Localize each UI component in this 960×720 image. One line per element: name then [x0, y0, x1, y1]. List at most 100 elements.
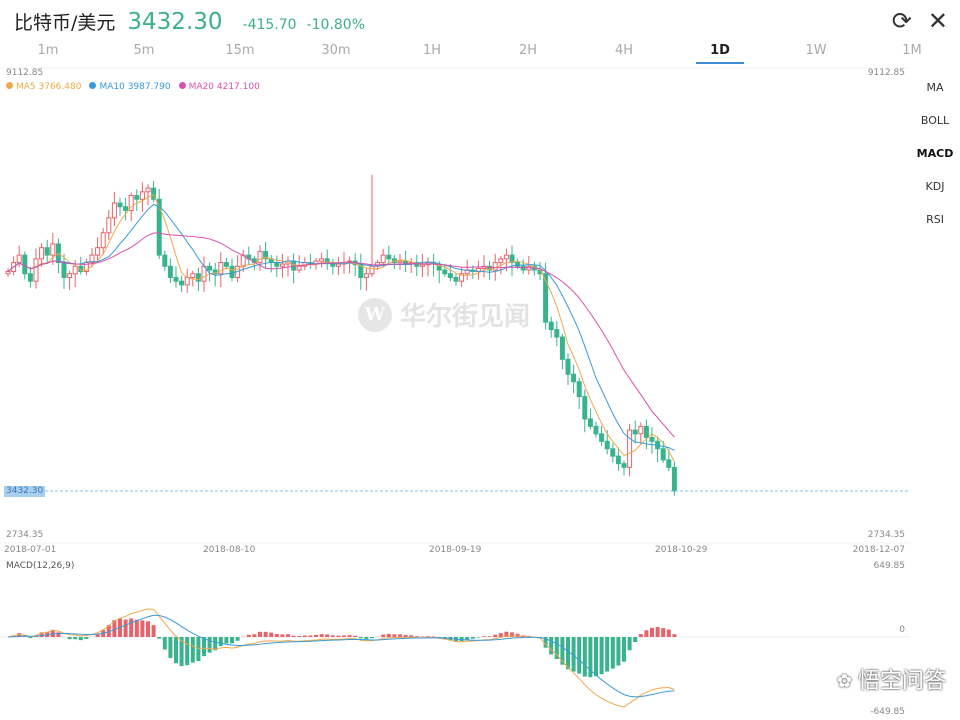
- macd-bar: [482, 636, 486, 637]
- indicator-rsi[interactable]: RSI: [926, 213, 944, 226]
- macd-bar: [594, 637, 598, 677]
- indicator-kdj[interactable]: KDJ: [925, 180, 945, 193]
- candle: [487, 265, 493, 271]
- candle: [279, 263, 285, 267]
- candle: [369, 265, 375, 275]
- macd-bar: [431, 636, 436, 637]
- refresh-icon[interactable]: ⟳: [891, 7, 912, 35]
- candle: [22, 254, 28, 275]
- candle: [649, 437, 655, 442]
- macd-bar: [151, 625, 156, 637]
- candle: [335, 263, 341, 267]
- tab-5m[interactable]: 5m: [133, 43, 155, 58]
- candle: [666, 459, 672, 468]
- macd-bar: [50, 629, 55, 637]
- candle: [643, 425, 649, 439]
- x-tick: 2018-08-10: [203, 545, 256, 555]
- macd-bar: [347, 635, 352, 637]
- macd-bar: [269, 632, 274, 637]
- candle: [380, 254, 386, 264]
- candle: [179, 280, 185, 286]
- indicator-macd[interactable]: MACD: [916, 147, 954, 160]
- legend-ma5: MA5 3766.480: [6, 82, 81, 93]
- candle: [184, 276, 190, 286]
- price-change: -415.70: [242, 17, 297, 33]
- macd-bar: [571, 637, 576, 672]
- macd-bar: [605, 637, 610, 672]
- candle: [296, 265, 302, 271]
- tab-30m[interactable]: 30m: [321, 43, 351, 58]
- candle: [167, 265, 173, 278]
- candle: [173, 276, 179, 282]
- ma5-line: [7, 194, 675, 462]
- macd-bar: [566, 637, 570, 670]
- indicator-ma[interactable]: MA: [926, 81, 944, 94]
- watermark-logo: W 华尔街见闻: [358, 296, 530, 333]
- candle: [106, 217, 112, 234]
- macd-bar: [112, 620, 117, 637]
- candle: [319, 258, 325, 262]
- tab-4h[interactable]: 4H: [614, 43, 634, 58]
- macd-bar: [185, 637, 190, 666]
- macd-bar: [56, 632, 61, 637]
- macd-bar: [364, 637, 369, 640]
- tab-2h[interactable]: 2H: [518, 43, 538, 58]
- tab-1d[interactable]: 1D: [672, 40, 768, 64]
- macd-bar: [437, 637, 442, 638]
- candle: [492, 262, 498, 271]
- macd-bar: [465, 637, 470, 640]
- macd-bar: [426, 636, 430, 637]
- candle: [207, 265, 213, 271]
- candle: [100, 232, 106, 249]
- candle: [604, 440, 610, 450]
- tab-1w[interactable]: 1W: [805, 43, 827, 58]
- candle: [61, 262, 67, 278]
- candle: [442, 269, 448, 275]
- macd-bar: [95, 634, 100, 637]
- macd-dif-line: [7, 608, 675, 708]
- candle: [627, 429, 633, 468]
- candle: [111, 202, 117, 219]
- candle: [593, 425, 599, 435]
- macd-bar: [470, 637, 475, 639]
- macd-bar: [314, 634, 318, 637]
- candle: [67, 273, 73, 278]
- macd-bar: [504, 631, 509, 637]
- tab-1m[interactable]: 1m: [37, 43, 59, 58]
- macd-max: 649.85: [873, 561, 906, 571]
- tab-1m[interactable]: 1M: [902, 43, 922, 58]
- watermark-text: 华尔街见闻: [400, 302, 531, 332]
- candle: [139, 191, 145, 200]
- macd-bar: [549, 637, 554, 655]
- macd-bar: [207, 637, 212, 653]
- tab-15m[interactable]: 15m: [225, 43, 255, 58]
- indicator-boll[interactable]: BOLL: [920, 114, 950, 127]
- macd-bar: [666, 629, 671, 637]
- macd-bar: [554, 637, 559, 660]
- macd-bar: [291, 635, 296, 637]
- macd-bar: [644, 630, 649, 637]
- macd-bar: [650, 627, 654, 637]
- candle: [257, 250, 263, 264]
- macd-bar: [106, 625, 111, 637]
- macd-bar: [633, 637, 638, 643]
- macd-bar: [342, 635, 346, 637]
- x-tick: 2018-09-19: [429, 545, 482, 555]
- x-tick: 2018-12-07: [852, 545, 905, 555]
- macd-bar: [252, 634, 257, 637]
- candle: [274, 262, 280, 267]
- macd-bar: [174, 637, 178, 664]
- candle: [459, 273, 465, 282]
- x-tick: 2018-10-29: [655, 545, 708, 555]
- candle: [223, 262, 229, 267]
- macd-bar: [190, 637, 195, 663]
- candle: [39, 247, 45, 260]
- candle: [72, 265, 78, 275]
- close-icon[interactable]: ✕: [927, 7, 948, 35]
- macd-bar: [67, 637, 72, 640]
- macd-bar: [78, 637, 83, 641]
- tab-1h[interactable]: 1H: [422, 43, 442, 58]
- macd-min: -649.85: [870, 707, 905, 717]
- candle: [218, 262, 224, 275]
